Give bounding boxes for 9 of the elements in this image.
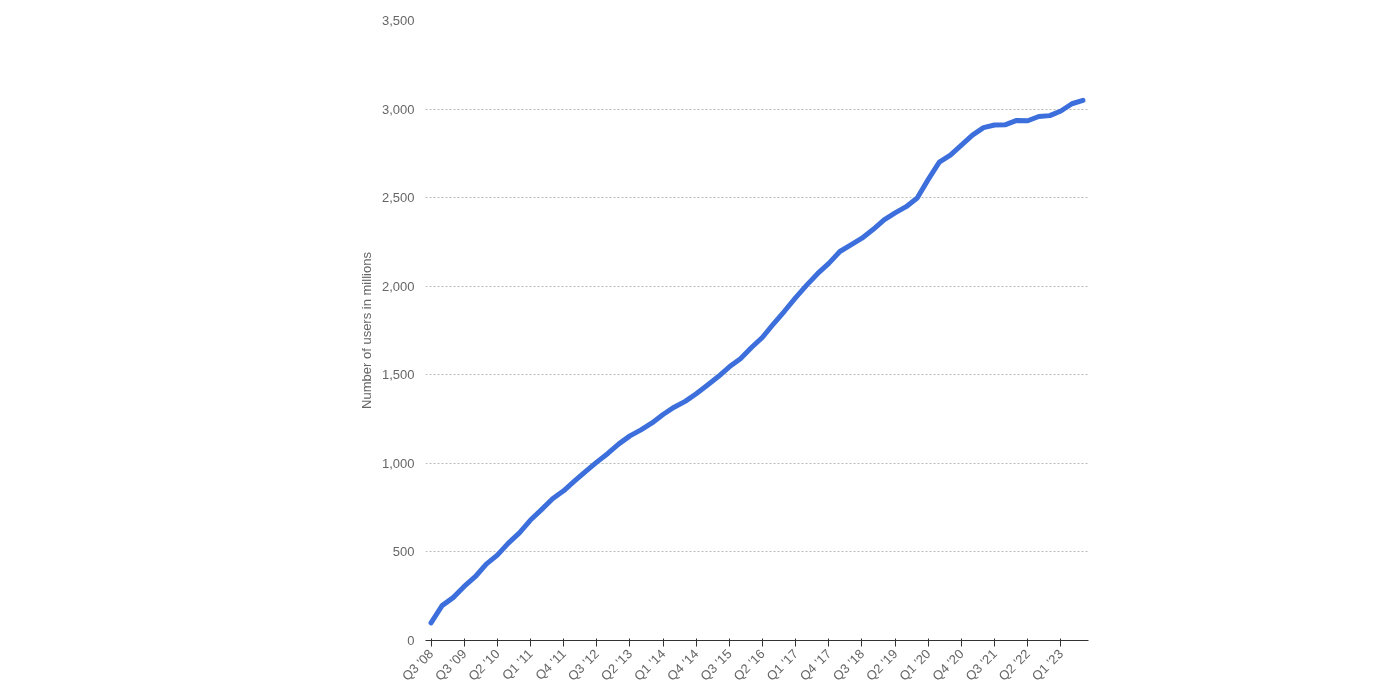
y-tick-label: 0 [407, 633, 415, 648]
y-axis-title: Number of users in millions [358, 251, 374, 409]
y-tick-label: 3,500 [381, 13, 415, 28]
y-tick-label: 1,500 [381, 367, 415, 383]
y-tick-label: 2,000 [381, 278, 415, 294]
y-tick-label: 500 [392, 544, 415, 560]
y-tick-label: 3,000 [381, 101, 415, 117]
y-tick-label: 1,000 [381, 455, 415, 471]
y-tick-label: 2,500 [381, 190, 415, 206]
